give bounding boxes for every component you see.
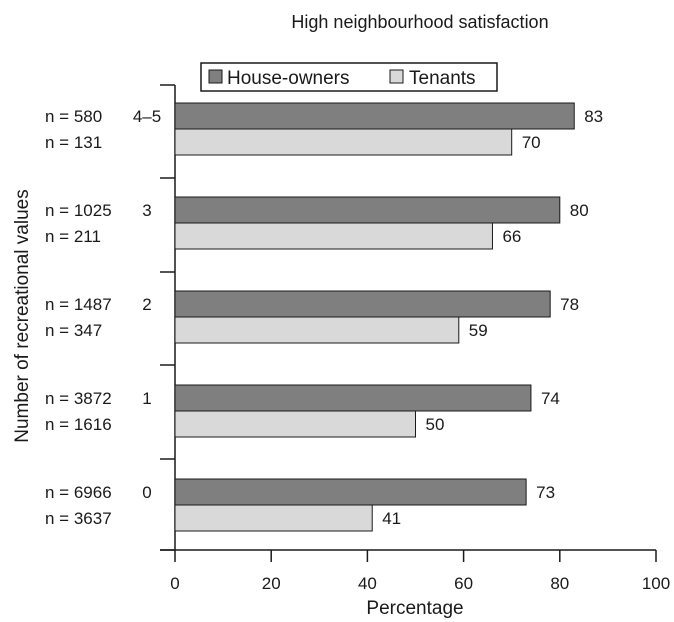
labels: 83 n = 580 70 n = 131 4–5 80 n = 1025 66 n = 211… xyxy=(45,107,603,528)
legend: House-owners Tenants xyxy=(200,62,498,92)
category-label: 4–5 xyxy=(133,107,161,126)
bar-tenants xyxy=(174,222,493,250)
bar-house-owners xyxy=(174,478,527,506)
bar-value-label: 50 xyxy=(426,415,445,434)
axes: 0 20 40 60 80 100 xyxy=(160,84,670,593)
bar-tenants xyxy=(174,316,460,344)
n-label: n = 347 xyxy=(45,321,102,340)
y-axis-label: Number of recreational values xyxy=(12,189,33,442)
n-label: n = 3637 xyxy=(45,509,112,528)
bar-house-owners xyxy=(174,102,575,130)
n-label: n = 6966 xyxy=(45,483,112,502)
category-label: 3 xyxy=(142,201,151,220)
legend-label-house-owners: House-owners xyxy=(227,68,350,89)
x-tick-label: 60 xyxy=(454,574,473,593)
chart-title: High neighbourhood satisfaction xyxy=(291,12,548,32)
bars xyxy=(174,102,575,532)
bar-house-owners xyxy=(174,196,561,224)
n-label: n = 1616 xyxy=(45,415,112,434)
bar-value-label: 78 xyxy=(560,295,579,314)
x-tick-label: 0 xyxy=(170,574,179,593)
legend-label-tenants: Tenants xyxy=(409,68,476,89)
category-label: 1 xyxy=(142,389,151,408)
bar-value-label: 59 xyxy=(469,321,488,340)
legend-swatch-tenants xyxy=(389,69,404,84)
x-tick-label: 80 xyxy=(550,574,569,593)
n-label: n = 1025 xyxy=(45,201,112,220)
legend-swatch-house-owners xyxy=(208,69,223,84)
n-label: n = 211 xyxy=(45,227,101,246)
bar-tenants xyxy=(174,504,373,532)
legend-box xyxy=(200,62,498,92)
bar-house-owners xyxy=(174,290,551,318)
bar-value-label: 41 xyxy=(382,509,401,528)
bar-value-label: 83 xyxy=(584,107,603,126)
x-tick-label: 100 xyxy=(642,574,670,593)
category-label: 0 xyxy=(142,483,151,502)
n-label: n = 131 xyxy=(45,133,102,152)
x-tick-label: 20 xyxy=(262,574,281,593)
category-label: 2 xyxy=(142,295,151,314)
bar-value-label: 74 xyxy=(541,389,560,408)
n-label: n = 1487 xyxy=(45,295,112,314)
bar-house-owners xyxy=(174,384,532,412)
bar-value-label: 80 xyxy=(570,201,589,220)
x-tick-label: 40 xyxy=(358,574,377,593)
bar-tenants xyxy=(174,410,416,438)
n-label: n = 3872 xyxy=(45,389,112,408)
bar-value-label: 70 xyxy=(522,133,541,152)
x-axis-label: Percentage xyxy=(366,598,463,619)
bar-tenants xyxy=(174,128,513,156)
bar-value-label: 66 xyxy=(502,227,521,246)
n-label: n = 580 xyxy=(45,107,102,126)
bar-value-label: 73 xyxy=(536,483,555,502)
